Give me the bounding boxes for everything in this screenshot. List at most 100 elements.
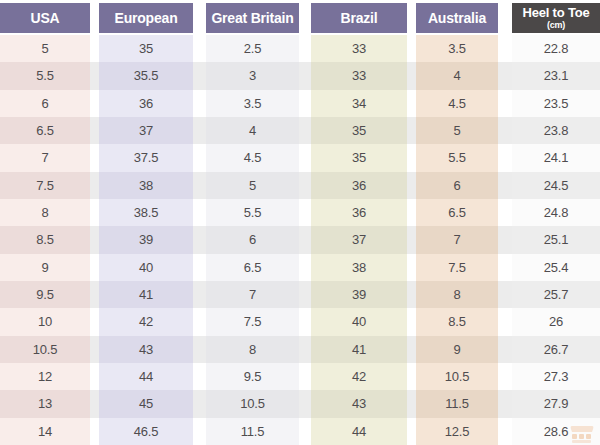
cell-brazil: 36	[311, 199, 407, 226]
cell-great-britain: 11.5	[206, 418, 299, 445]
column-gap	[407, 418, 416, 445]
cell-usa: 6.5	[0, 117, 90, 144]
column-gap	[407, 390, 416, 417]
cell-brazil: 35	[311, 117, 407, 144]
table-row: 12449.54210.527.3	[0, 363, 600, 390]
cell-great-britain: 10.5	[206, 390, 299, 417]
cell-heel-to-toe: 27.9	[512, 390, 600, 417]
cell-australia: 5.5	[416, 144, 498, 171]
column-gap	[90, 144, 99, 171]
column-header-brazil: Brazil	[311, 3, 407, 33]
column-gap	[90, 308, 99, 335]
cell-european: 42	[99, 308, 193, 335]
cell-usa: 7	[0, 144, 90, 171]
column-gap	[299, 117, 311, 144]
cell-heel-to-toe: 22.8	[512, 35, 600, 62]
column-gap	[299, 144, 311, 171]
cell-european: 39	[99, 226, 193, 253]
cell-european: 36	[99, 90, 193, 117]
column-header-label: USA	[31, 11, 60, 26]
column-gap	[407, 90, 416, 117]
cell-great-britain: 7.5	[206, 308, 299, 335]
column-gap	[299, 363, 311, 390]
cell-australia: 6.5	[416, 199, 498, 226]
cell-brazil: 41	[311, 336, 407, 363]
cell-european: 37.5	[99, 144, 193, 171]
cell-brazil: 33	[311, 35, 407, 62]
cell-european: 45	[99, 390, 193, 417]
column-gap	[193, 3, 206, 33]
column-gap	[498, 62, 512, 89]
cell-brazil: 36	[311, 172, 407, 199]
column-gap	[193, 308, 206, 335]
column-gap	[193, 336, 206, 363]
cell-australia: 12.5	[416, 418, 498, 445]
cell-heel-to-toe: 23.5	[512, 90, 600, 117]
column-header-european: European	[99, 3, 193, 33]
column-gap	[498, 144, 512, 171]
column-gap	[498, 35, 512, 62]
cell-european: 43	[99, 336, 193, 363]
cell-european: 35.5	[99, 62, 193, 89]
cell-brazil: 39	[311, 281, 407, 308]
column-gap	[407, 281, 416, 308]
cell-european: 46.5	[99, 418, 193, 445]
column-gap	[498, 336, 512, 363]
column-gap	[407, 336, 416, 363]
cell-usa: 10.5	[0, 336, 90, 363]
cell-australia: 7	[416, 226, 498, 253]
table-row: 5352.5333.522.8	[0, 35, 600, 62]
table-body: 5352.5333.522.85.535.5333423.16363.5344.…	[0, 35, 600, 445]
column-gap	[407, 62, 416, 89]
column-gap	[498, 90, 512, 117]
cell-brazil: 34	[311, 90, 407, 117]
column-gap	[407, 35, 416, 62]
column-gap	[407, 308, 416, 335]
cell-australia: 11.5	[416, 390, 498, 417]
cell-australia: 7.5	[416, 254, 498, 281]
cell-australia: 5	[416, 117, 498, 144]
column-gap	[90, 172, 99, 199]
column-gap	[498, 226, 512, 253]
cell-heel-to-toe: 25.1	[512, 226, 600, 253]
cell-usa: 5	[0, 35, 90, 62]
table-row: 10427.5408.526	[0, 308, 600, 335]
cell-heel-to-toe: 25.4	[512, 254, 600, 281]
column-gap	[90, 3, 99, 33]
column-gap	[407, 3, 416, 33]
cell-great-britain: 6	[206, 226, 299, 253]
column-gap	[90, 254, 99, 281]
column-gap	[90, 199, 99, 226]
column-gap	[407, 226, 416, 253]
cell-heel-to-toe: 26.7	[512, 336, 600, 363]
shoe-size-conversion-chart: USA European Great Britain Brazil Austra…	[0, 3, 600, 445]
cell-great-britain: 3	[206, 62, 299, 89]
cell-heel-to-toe: 25.7	[512, 281, 600, 308]
cell-australia: 3.5	[416, 35, 498, 62]
cell-heel-to-toe: 26	[512, 308, 600, 335]
column-gap	[193, 144, 206, 171]
table-row: 838.55.5366.524.8	[0, 199, 600, 226]
cell-usa: 5.5	[0, 62, 90, 89]
watermark-logo-icon	[570, 426, 594, 444]
column-gap	[90, 390, 99, 417]
column-header-label: Heel to Toe	[523, 6, 590, 20]
column-gap	[299, 281, 311, 308]
cell-brazil: 37	[311, 226, 407, 253]
column-gap	[498, 117, 512, 144]
table-row: 8.539637725.1	[0, 226, 600, 253]
column-gap	[193, 62, 206, 89]
cell-heel-to-toe: 23.8	[512, 117, 600, 144]
column-gap	[498, 172, 512, 199]
cell-usa: 9	[0, 254, 90, 281]
column-gap	[193, 363, 206, 390]
cell-great-britain: 4	[206, 117, 299, 144]
column-gap	[193, 199, 206, 226]
cell-great-britain: 5	[206, 172, 299, 199]
cell-heel-to-toe: 24.8	[512, 199, 600, 226]
cell-australia: 4	[416, 62, 498, 89]
column-gap	[407, 199, 416, 226]
column-gap	[299, 226, 311, 253]
column-gap	[407, 172, 416, 199]
column-gap	[299, 62, 311, 89]
